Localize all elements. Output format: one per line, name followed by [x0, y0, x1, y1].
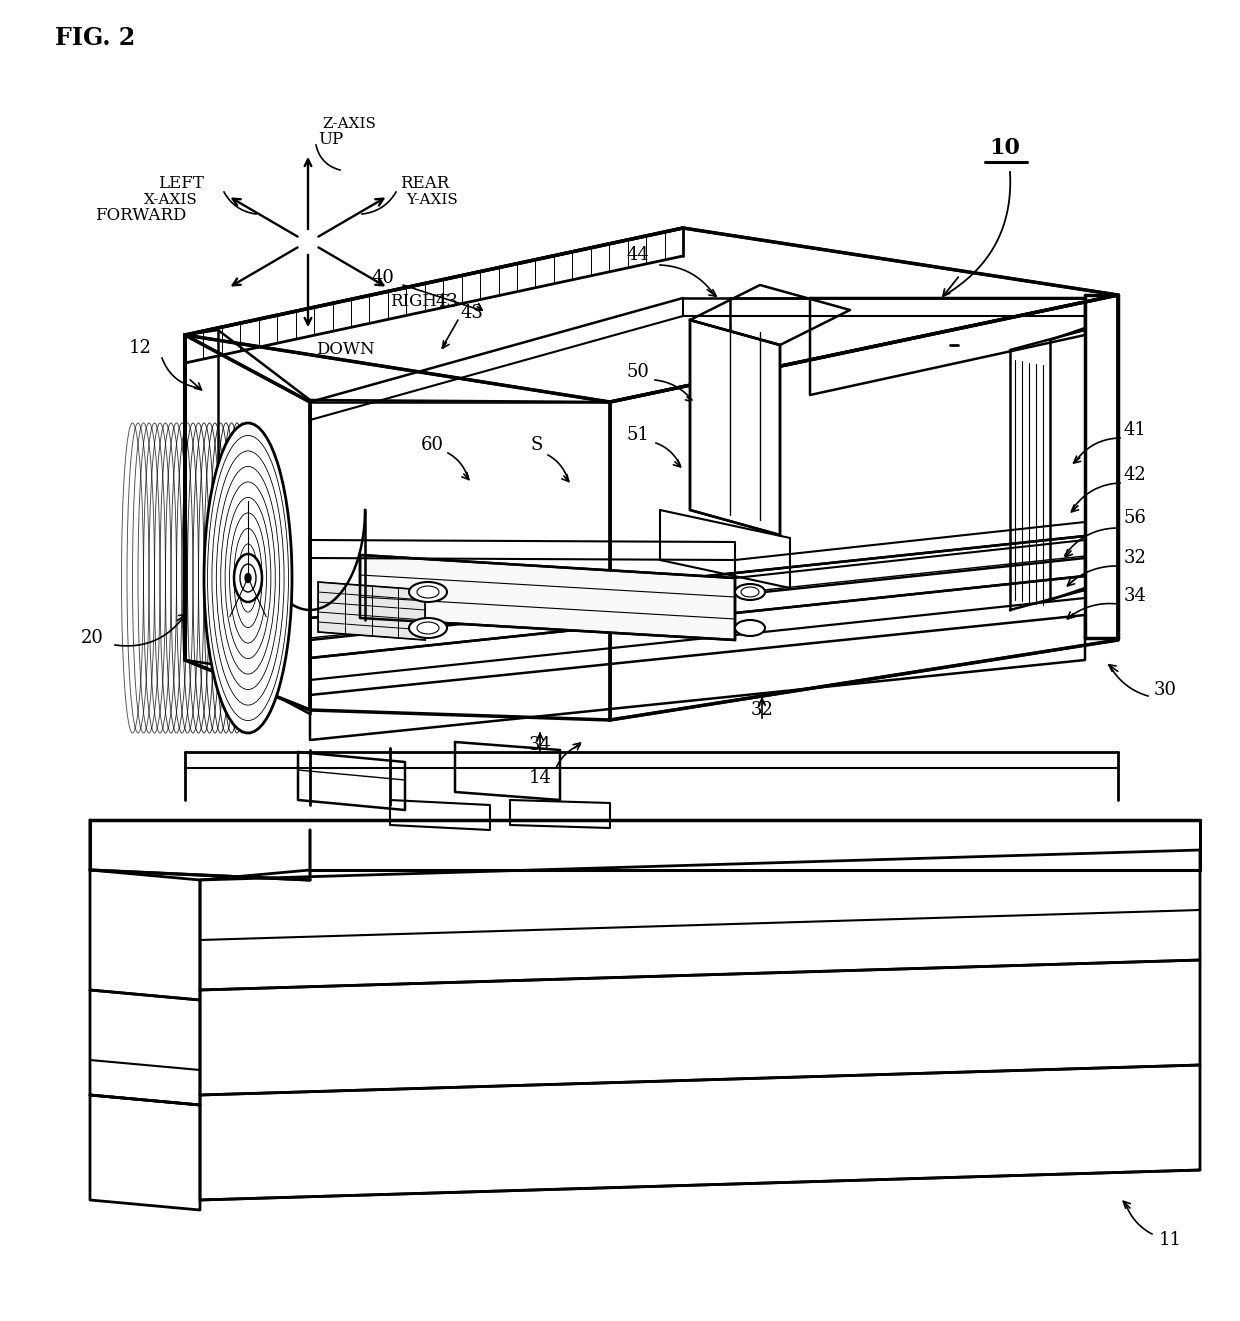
- Polygon shape: [317, 583, 425, 639]
- Text: 43: 43: [460, 304, 484, 322]
- Text: 51: 51: [626, 425, 650, 444]
- Text: 56: 56: [1123, 509, 1147, 527]
- Ellipse shape: [409, 618, 446, 638]
- Text: 40: 40: [372, 269, 394, 287]
- Ellipse shape: [246, 573, 250, 583]
- Text: 34: 34: [528, 736, 552, 754]
- Text: 60: 60: [420, 436, 444, 454]
- Polygon shape: [689, 320, 780, 535]
- Text: S: S: [531, 436, 543, 454]
- Text: 11: 11: [1158, 1231, 1182, 1248]
- Ellipse shape: [735, 620, 765, 635]
- Polygon shape: [360, 555, 735, 639]
- Text: 44: 44: [626, 246, 650, 264]
- Text: 50: 50: [626, 363, 650, 380]
- Polygon shape: [610, 295, 1118, 720]
- Ellipse shape: [409, 583, 446, 602]
- Text: FORWARD: FORWARD: [94, 207, 186, 225]
- Ellipse shape: [205, 423, 291, 733]
- Text: 43: 43: [436, 293, 459, 310]
- Text: 42: 42: [1123, 466, 1146, 483]
- Ellipse shape: [735, 584, 765, 600]
- Text: Z-AXIS: Z-AXIS: [322, 118, 376, 131]
- Text: 10: 10: [990, 137, 1021, 159]
- Text: 34: 34: [1123, 587, 1147, 605]
- Text: 32: 32: [750, 701, 774, 719]
- Text: 30: 30: [1153, 682, 1177, 699]
- Text: 20: 20: [81, 629, 103, 647]
- Text: X-AXIS: X-AXIS: [144, 193, 198, 207]
- Text: 32: 32: [1123, 550, 1147, 567]
- Text: 41: 41: [1123, 421, 1147, 439]
- Text: DOWN: DOWN: [316, 342, 374, 358]
- Text: 12: 12: [129, 339, 151, 357]
- Text: LEFT: LEFT: [159, 176, 205, 193]
- Text: REAR: REAR: [401, 176, 449, 193]
- Text: UP: UP: [317, 131, 343, 148]
- Ellipse shape: [234, 553, 262, 602]
- Text: Y-AXIS: Y-AXIS: [405, 193, 458, 207]
- Text: RIGHT: RIGHT: [391, 293, 448, 310]
- Polygon shape: [185, 336, 310, 709]
- Text: 14: 14: [528, 769, 552, 787]
- Polygon shape: [185, 229, 1118, 402]
- Text: FIG. 2: FIG. 2: [55, 26, 135, 50]
